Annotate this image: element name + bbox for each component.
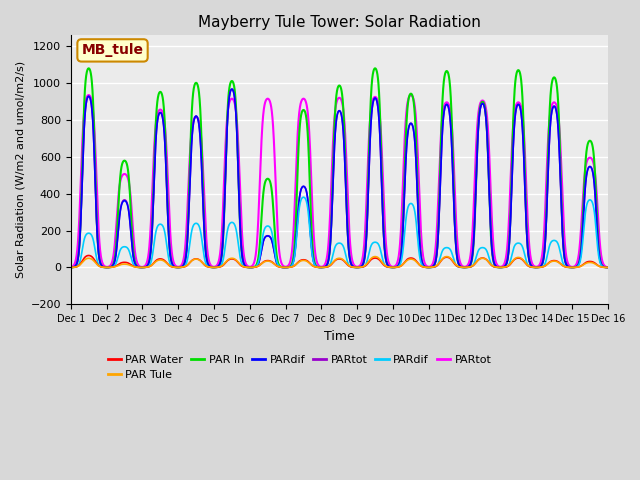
X-axis label: Time: Time: [324, 330, 355, 343]
Legend: PAR Water, PAR Tule, PAR In, PARdif, PARtot, PARdif, PARtot: PAR Water, PAR Tule, PAR In, PARdif, PAR…: [103, 350, 496, 385]
Text: MB_tule: MB_tule: [81, 43, 143, 58]
Y-axis label: Solar Radiation (W/m2 and umol/m2/s): Solar Radiation (W/m2 and umol/m2/s): [15, 61, 25, 278]
Title: Mayberry Tule Tower: Solar Radiation: Mayberry Tule Tower: Solar Radiation: [198, 15, 481, 30]
